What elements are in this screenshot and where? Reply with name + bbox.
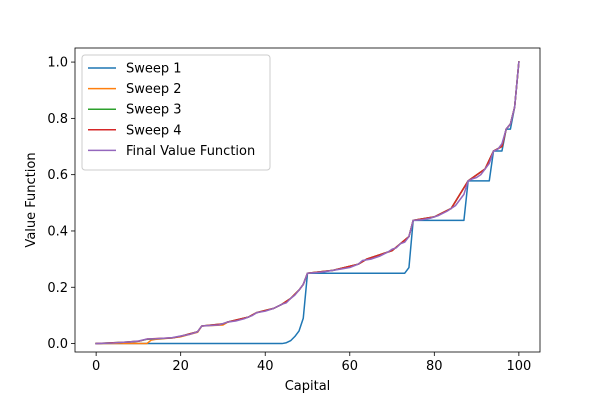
series-lines (95, 61, 520, 345)
legend-label: Sweep 1 (126, 62, 182, 77)
y-tick-label: 0.2 (47, 281, 68, 296)
legend-box (81, 54, 271, 171)
x-tick-label: 0 (92, 359, 100, 374)
x-tick-label: 60 (341, 359, 358, 374)
legend: Sweep 1 Sweep 2 Sweep 3 Sweep 4 Final Value … (81, 54, 271, 171)
legend-item: Sweep 2 (88, 82, 182, 97)
y-tick-label: 1.0 (47, 56, 68, 71)
legend-label: Sweep 3 (126, 103, 182, 118)
legend-label: Sweep 2 (126, 82, 182, 97)
legend-label: Sweep 4 (126, 123, 182, 138)
legend-item: Sweep 4 (88, 123, 182, 138)
legend-label: Final Value Function (126, 144, 255, 159)
y-tick-label: 0.0 (47, 337, 68, 352)
y-axis: 0.0 0.2 0.4 0.6 0.8 1.0 (47, 56, 75, 352)
series-line-5 (95, 61, 520, 345)
legend-item: Sweep 1 (88, 62, 182, 77)
y-axis-label: Value Function (24, 152, 39, 247)
x-tick-label: 40 (257, 359, 274, 374)
x-tick-label: 100 (506, 359, 531, 374)
x-tick-label: 20 (172, 359, 189, 374)
x-axis-label: Capital (285, 379, 331, 394)
y-tick-label: 0.8 (47, 112, 68, 127)
x-axis: 0 20 40 60 80 100 (92, 352, 531, 374)
legend-item: Sweep 3 (88, 103, 182, 118)
y-tick-label: 0.4 (47, 224, 68, 239)
x-tick-label: 80 (426, 359, 443, 374)
axes-frame (74, 47, 541, 353)
y-tick-label: 0.6 (47, 168, 68, 183)
plot-area (74, 47, 541, 353)
legend-item: Final Value Function (88, 144, 255, 159)
